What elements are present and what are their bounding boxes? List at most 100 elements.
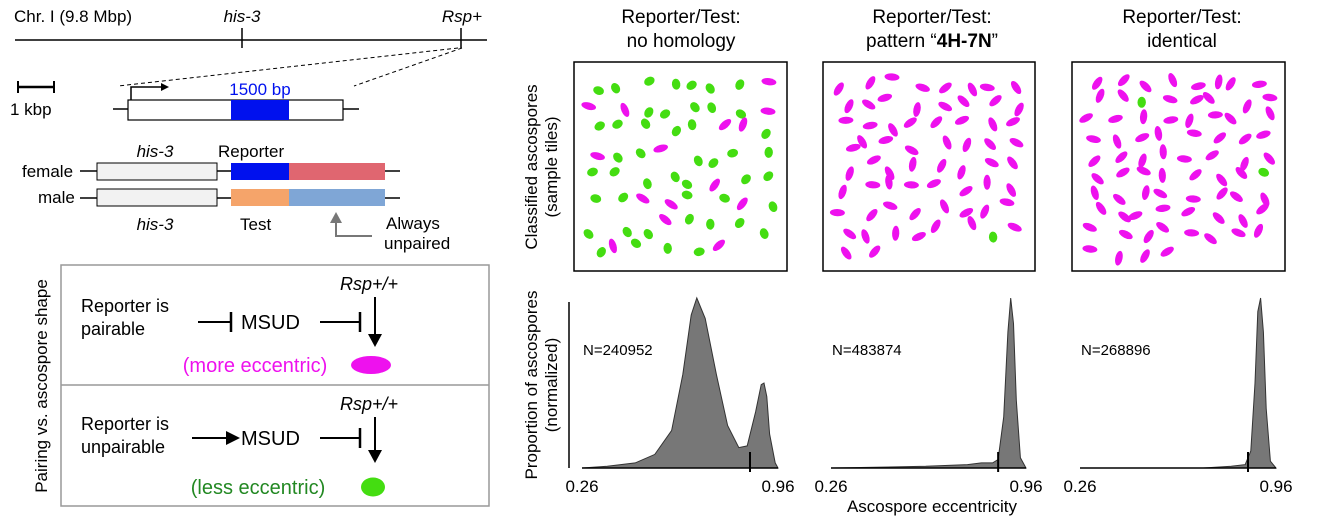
magenta-spore xyxy=(829,208,845,217)
magenta-spore xyxy=(1095,88,1105,103)
reporter-label: Reporter xyxy=(218,142,284,161)
magenta-spore xyxy=(957,165,966,180)
magenta-spore xyxy=(1260,192,1270,207)
magenta-spore xyxy=(957,95,970,108)
magenta-spore xyxy=(1155,204,1171,213)
tile-panel-4h7n xyxy=(822,61,1036,272)
magenta-spore xyxy=(1091,173,1104,185)
round-spore-icon xyxy=(361,477,385,497)
magenta-spore xyxy=(843,228,857,240)
magenta-spore xyxy=(959,207,974,218)
magenta-spore xyxy=(1140,249,1150,263)
magenta-spore xyxy=(1189,169,1202,181)
green-spore xyxy=(705,83,715,94)
green-spore xyxy=(663,242,672,254)
magenta-spore xyxy=(1238,133,1252,145)
magenta-spore xyxy=(1216,187,1228,200)
magenta-spore xyxy=(761,78,777,86)
magenta-spore xyxy=(1139,80,1152,93)
magenta-spore xyxy=(1117,74,1130,87)
green-spore xyxy=(644,107,654,118)
magenta-spore xyxy=(659,214,672,226)
magenta-spore xyxy=(1116,167,1130,178)
green-spore xyxy=(587,167,598,177)
magenta-spore xyxy=(1256,203,1269,215)
allele-diagram: his-3 Reporter female male his-3 Test Al… xyxy=(22,142,450,253)
green-spore xyxy=(761,128,771,139)
male-label: male xyxy=(38,188,75,207)
magenta-spore xyxy=(1090,185,1099,201)
panel1-title-line2: no homology xyxy=(627,31,736,52)
magenta-spore xyxy=(590,152,605,161)
magenta-spore xyxy=(1158,167,1166,183)
magenta-spore xyxy=(1184,229,1200,237)
magenta-spore xyxy=(1113,193,1126,205)
magenta-spore xyxy=(888,123,898,137)
density-plots: 0.26 0.96 N=240952 0.26 0.96 N=483874 0.26 0.96… xyxy=(565,296,1293,496)
magenta-spore xyxy=(911,232,926,242)
magenta-spore xyxy=(738,117,748,132)
magenta-spore xyxy=(1112,134,1122,149)
spore-layer xyxy=(581,73,1278,266)
density-axis-label-line2: (normalized) xyxy=(542,338,561,432)
magenta-spore xyxy=(1009,138,1024,148)
magenta-spore xyxy=(1263,152,1275,165)
green-spore xyxy=(671,78,681,90)
magenta-spore xyxy=(930,219,941,234)
green-spore xyxy=(644,76,655,86)
spore-tile-3 xyxy=(1079,73,1278,266)
model-box: Pairing vs. ascospore shape Reporter is … xyxy=(32,264,490,507)
magenta-spore xyxy=(1007,156,1018,170)
magenta-spore xyxy=(1185,113,1194,129)
green-spore xyxy=(734,217,745,229)
green-spore xyxy=(681,179,693,190)
construct-bp-label: 1500 bp xyxy=(229,80,290,99)
magenta-spore xyxy=(1190,94,1204,105)
green-spore xyxy=(759,228,769,239)
chromosome-map: Chr. I (9.8 Mbp) his-3 Rsp+ xyxy=(14,7,487,87)
panel3-title-line1: Reporter/Test: xyxy=(1122,7,1241,28)
magenta-spore xyxy=(962,137,972,153)
magenta-spore xyxy=(884,166,895,180)
unpaired-label: unpaired xyxy=(384,234,450,253)
green-spore xyxy=(622,226,632,238)
green-spore xyxy=(643,229,654,240)
top-reporter-line1: Reporter is xyxy=(81,296,169,316)
magenta-spore xyxy=(1153,188,1168,199)
magenta-spore xyxy=(833,82,844,96)
rsp-locus-label: Rsp+ xyxy=(442,7,482,26)
green-spore xyxy=(1258,167,1270,177)
green-spore xyxy=(741,174,751,185)
magenta-spore xyxy=(1251,80,1267,88)
green-spore xyxy=(988,231,998,243)
magenta-spore xyxy=(1135,133,1150,143)
magenta-spore xyxy=(664,199,678,210)
green-spore xyxy=(684,213,694,225)
model-side-label: Pairing vs. ascospore shape xyxy=(32,279,51,493)
magenta-spore xyxy=(1156,222,1170,233)
magenta-spore xyxy=(1115,250,1123,266)
density-axis-label-line1: Proportion of ascospores xyxy=(522,291,541,480)
magenta-spore xyxy=(939,199,950,214)
green-spore xyxy=(618,192,629,203)
green-spore xyxy=(706,218,715,230)
magenta-spore xyxy=(1006,117,1020,127)
green-spore xyxy=(690,102,700,113)
magenta-spore xyxy=(1176,155,1192,163)
green-spore xyxy=(693,155,703,167)
magenta-spore xyxy=(1088,155,1101,167)
spore-tile-1 xyxy=(581,76,778,258)
green-spore xyxy=(763,171,774,182)
magenta-spore xyxy=(1216,173,1228,187)
top-reporter-line2: pairable xyxy=(81,319,145,339)
eccentric-spore-icon xyxy=(351,356,391,374)
magenta-spore xyxy=(1118,211,1131,223)
magenta-spore xyxy=(1082,222,1097,232)
test-label: Test xyxy=(240,215,271,234)
magenta-spore xyxy=(1014,102,1024,117)
green-spore xyxy=(671,125,682,137)
density-area xyxy=(581,296,779,469)
magenta-spore xyxy=(1010,80,1022,95)
promoter-arrow xyxy=(130,86,165,100)
magenta-spore xyxy=(938,101,953,112)
